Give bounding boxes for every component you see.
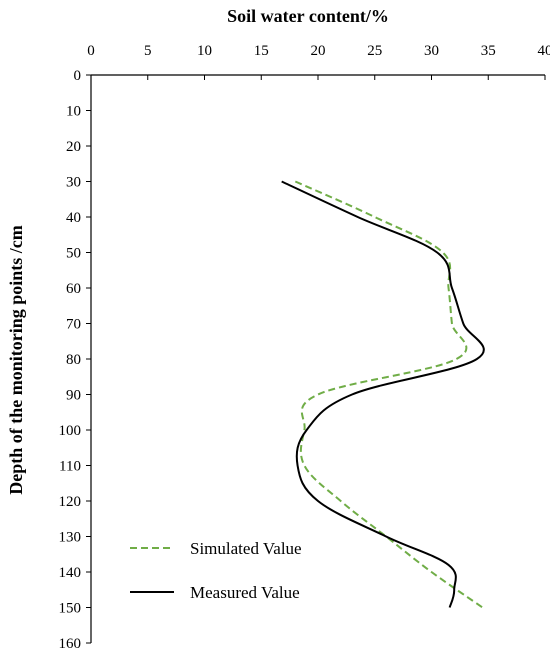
y-tick-label: 50 <box>66 246 81 262</box>
y-tick-label: 130 <box>59 530 82 546</box>
y-tick-label: 30 <box>66 175 81 191</box>
y-tick-label: 0 <box>74 68 82 84</box>
x-tick-label: 5 <box>144 43 152 59</box>
x-tick-label: 40 <box>538 43 550 59</box>
x-tick-label: 30 <box>424 43 439 59</box>
x-tick-label: 15 <box>254 43 269 59</box>
y-tick-label: 60 <box>66 281 81 297</box>
y-tick-label: 90 <box>66 388 81 404</box>
x-tick-label: 35 <box>481 43 496 59</box>
legend: Simulated Value Measured Value <box>130 539 302 602</box>
y-tick-label: 110 <box>59 459 81 475</box>
y-tick-label: 40 <box>66 210 81 226</box>
y-tick-label: 140 <box>59 565 82 581</box>
y-tick-label: 120 <box>59 494 82 510</box>
y-tick-label: 160 <box>59 636 82 652</box>
y-axis-title: Depth of the monitoring points /cm <box>6 225 26 495</box>
y-tick-label: 20 <box>66 139 81 155</box>
series-layer <box>281 180 485 609</box>
y-tick-label: 80 <box>66 352 81 368</box>
legend-label-measured-value: Measured Value <box>190 583 300 602</box>
y-tick-label: 10 <box>66 104 81 120</box>
series-line-simulated-value <box>294 180 484 609</box>
y-tick-label: 70 <box>66 317 81 333</box>
x-axis-title: Soil water content/% <box>227 6 389 26</box>
legend-label-simulated-value: Simulated Value <box>190 539 302 558</box>
y-tick-label: 100 <box>59 423 82 439</box>
x-tick-label: 0 <box>87 43 95 59</box>
y-tick-label: 150 <box>59 601 82 617</box>
x-tick-label: 10 <box>197 43 212 59</box>
series-line-measured-value <box>281 180 485 608</box>
x-tick-label: 25 <box>367 43 382 59</box>
axis-ticks: 0 5 10 15 20 25 30 35 40 0 10 20 30 40 50 60 70 80 90 100 11… <box>59 43 550 652</box>
x-tick-label: 20 <box>311 43 326 59</box>
